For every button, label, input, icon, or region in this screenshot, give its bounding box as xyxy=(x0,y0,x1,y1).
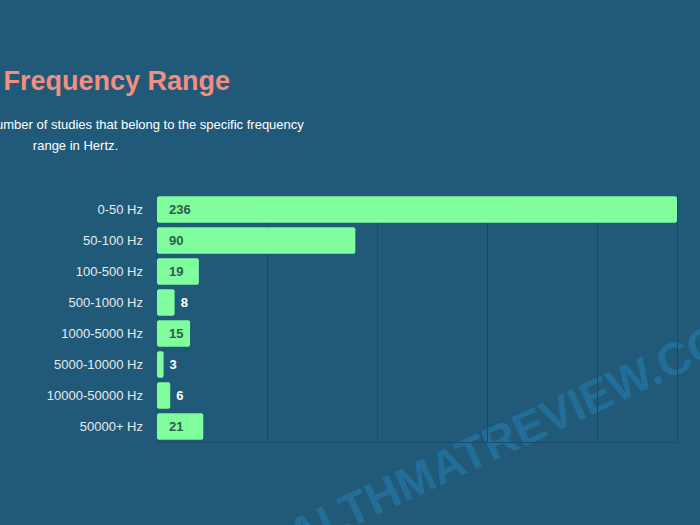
svg-text:19: 19 xyxy=(169,264,183,279)
svg-text:This graph illustrates the num: This graph illustrates the number of stu… xyxy=(0,117,307,132)
svg-text:10000-50000 Hz: 10000-50000 Hz xyxy=(47,388,143,403)
svg-text:WWW.HEALTHMATREVIEW.COM: WWW.HEALTHMATREVIEW.COM xyxy=(94,297,700,525)
svg-text:50-100 Hz: 50-100 Hz xyxy=(83,233,143,248)
svg-text:PEMF Frequency Range: PEMF Frequency Range xyxy=(0,66,230,96)
svg-text:236: 236 xyxy=(169,202,191,217)
svg-text:6: 6 xyxy=(176,388,183,403)
svg-text:100-500 Hz: 100-500 Hz xyxy=(76,264,143,279)
svg-text:0-50 Hz: 0-50 Hz xyxy=(97,202,143,217)
svg-text:21: 21 xyxy=(169,419,183,434)
svg-text:5000-10000 Hz: 5000-10000 Hz xyxy=(54,357,143,372)
svg-text:500-1000 Hz: 500-1000 Hz xyxy=(69,295,143,310)
svg-text:50000+ Hz: 50000+ Hz xyxy=(80,419,143,434)
svg-text:8: 8 xyxy=(181,295,188,310)
svg-text:range in Hertz.: range in Hertz. xyxy=(33,138,118,153)
svg-text:90: 90 xyxy=(169,233,183,248)
svg-text:3: 3 xyxy=(170,357,177,372)
svg-text:1000-5000 Hz: 1000-5000 Hz xyxy=(61,326,143,341)
svg-text:15: 15 xyxy=(169,326,183,341)
